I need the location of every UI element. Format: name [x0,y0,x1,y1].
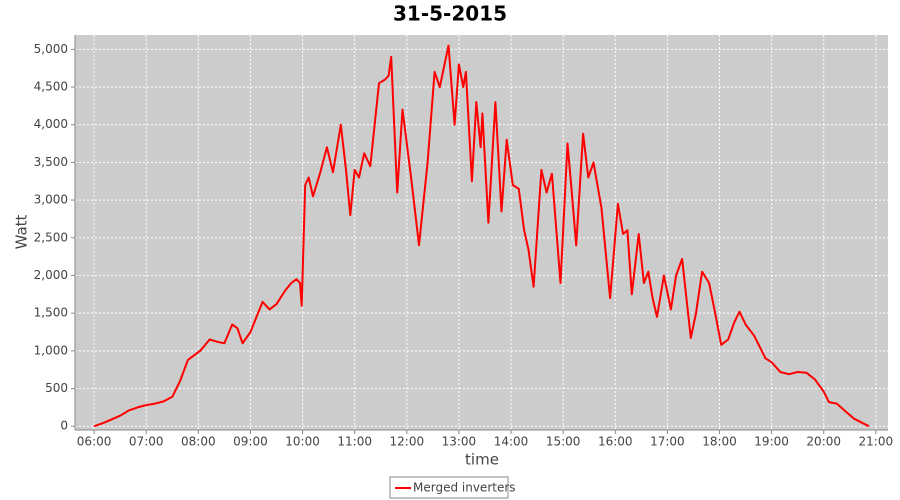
x-tick-label: 08:00 [181,435,216,449]
x-tick-label: 14:00 [494,435,529,449]
y-tick-label: 500 [45,381,68,395]
y-tick-label: 3,500 [34,155,68,169]
x-tick-label: 12:00 [390,435,425,449]
x-tick-label: 11:00 [337,435,372,449]
x-tick-label: 06:00 [77,435,112,449]
y-tick-label: 2,000 [34,268,68,282]
x-axis-label: time [465,451,499,469]
x-tick-label: 10:00 [285,435,320,449]
x-tick-label: 19:00 [754,435,789,449]
y-tick-label: 0 [60,419,68,433]
x-tick-label: 16:00 [598,435,633,449]
series-line [93,44,870,428]
y-tick-label: 1,500 [34,306,68,320]
plot-area [75,35,888,430]
chart-title: 31-5-2015 [393,2,507,26]
y-tick-label: 4,000 [34,117,68,131]
x-tick-label: 09:00 [233,435,268,449]
y-tick-label: 5,000 [34,42,68,56]
legend-label: Merged inverters [413,481,516,495]
y-tick-label: 2,500 [34,230,68,244]
x-tick-label: 18:00 [702,435,737,449]
y-tick-label: 1,000 [34,343,68,357]
y-axis-label: Watt [13,214,31,249]
x-tick-label: 13:00 [442,435,477,449]
x-tick-label: 07:00 [129,435,164,449]
y-tick-label: 3,000 [34,193,68,207]
x-tick-label: 21:00 [859,435,894,449]
x-tick-label: 20:00 [806,435,841,449]
x-tick-label: 15:00 [546,435,581,449]
y-tick-label: 4,500 [34,80,68,94]
x-tick-label: 17:00 [650,435,685,449]
legend-box [389,476,509,499]
